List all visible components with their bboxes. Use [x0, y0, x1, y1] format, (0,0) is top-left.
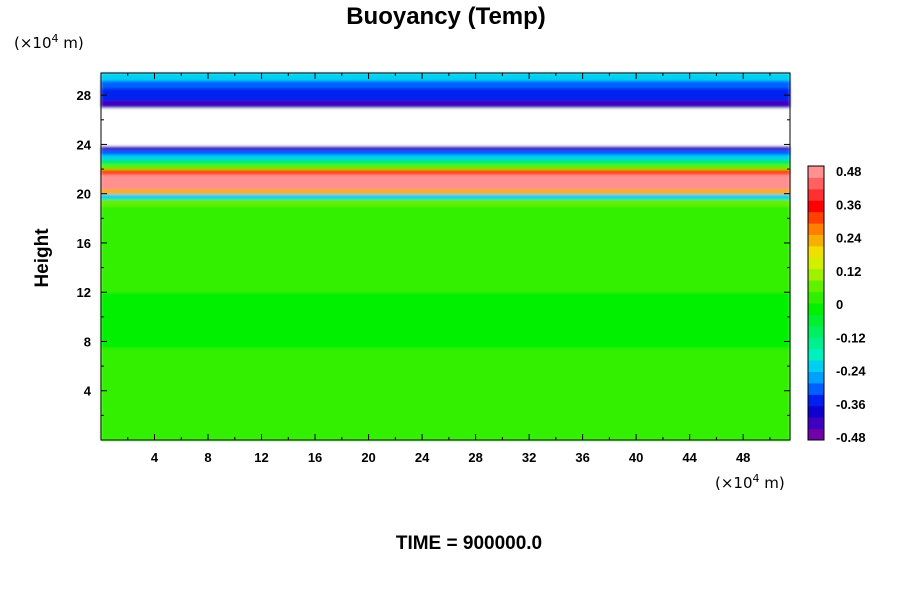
colorbar-swatch [808, 211, 824, 224]
buoyancy-band-6 [101, 193, 790, 200]
x-tick-label: 4 [151, 450, 159, 465]
time-label: TIME = 900000.0 [396, 533, 542, 554]
buoyancy-band-13 [101, 149, 790, 155]
colorbar-frame [807, 165, 825, 441]
colorbar-swatch [808, 291, 824, 304]
colorbar-swatch [808, 428, 824, 441]
x-tick-label: 16 [308, 450, 322, 465]
y-tick-label: 8 [84, 334, 91, 349]
buoyancy-band-4 [101, 206, 790, 238]
buoyancy-band-9 [101, 169, 790, 175]
colorbar-swatch [808, 257, 824, 270]
colorbar-swatch [808, 360, 824, 372]
colorbar-swatch [808, 166, 824, 178]
y-tick-label: 12 [77, 285, 91, 300]
colorbar-swatch [808, 371, 824, 384]
buoyancy-band-14 [101, 145, 790, 150]
plot-frame [100, 72, 791, 441]
colorbar-swatch [808, 245, 824, 258]
y-tick-label: 16 [77, 236, 91, 251]
y-tick-label: 20 [77, 187, 91, 202]
x-tick-label: 48 [736, 450, 750, 465]
x-tick-label: 12 [254, 450, 268, 465]
y-axis-label: Height [32, 228, 53, 288]
buoyancy-band-15 [101, 107, 790, 147]
y-tick-label: 24 [77, 137, 92, 152]
buoyancy-band-3 [101, 236, 790, 293]
x-tick-label: 24 [415, 450, 430, 465]
colorbar-swatch [808, 405, 824, 418]
colorbar-swatch [808, 234, 824, 247]
colorbar-swatch [808, 200, 824, 213]
x-axis-unit: (×104 m) [715, 472, 785, 492]
colorbar-tick-label: -0.12 [836, 330, 866, 345]
colorbar-tick-label: -0.48 [836, 430, 866, 445]
colorbar-swatch [808, 394, 824, 407]
plot-area [100, 72, 791, 441]
colorbar-swatch [808, 337, 824, 350]
x-tick-label: 32 [522, 450, 536, 465]
colorbar-swatch [808, 177, 824, 190]
x-tick-label: 36 [575, 450, 589, 465]
x-tick-label: 8 [204, 450, 211, 465]
colorbar-tick-label: 0.12 [836, 264, 861, 279]
colorbar-swatch [808, 280, 824, 293]
buoyancy-band-16 [101, 100, 790, 109]
colorbar-swatch [808, 348, 824, 361]
y-tick-label: 28 [77, 88, 91, 103]
buoyancy-band-8 [101, 173, 790, 190]
y-axis: 4 8 12 16 20 24 28 [77, 88, 790, 416]
buoyancy-band-18 [101, 80, 790, 89]
colorbar-swatch [808, 223, 824, 235]
colorbar-tick-label: -0.36 [836, 397, 866, 412]
x-tick-label: 28 [468, 450, 482, 465]
colorbar-swatch [808, 325, 824, 338]
buoyancy-band-7 [101, 188, 790, 195]
colorbar-swatch [808, 268, 824, 281]
x-tick-label: 40 [629, 450, 643, 465]
buoyancy-band-12 [101, 154, 790, 160]
buoyancy-band-5 [101, 198, 790, 207]
colorbar-swatch [808, 382, 824, 395]
band-group [101, 73, 790, 441]
y-tick-label: 4 [84, 384, 92, 399]
colorbar-swatch [808, 417, 824, 430]
buoyancy-band-1 [101, 316, 790, 349]
colorbar: 0.48 0.36 0.24 0.12 0 -0.12 -0.24 -0.36 -0.48 [807, 164, 866, 445]
x-tick-label: 44 [682, 450, 697, 465]
colorbar-swatch [808, 188, 824, 201]
x-tick-label: 20 [361, 450, 375, 465]
buoyancy-band-17 [101, 87, 790, 101]
x-axis: 4 8 12 16 20 24 28 32 36 40 44 48 [127, 73, 771, 465]
colorbar-swatch [808, 314, 824, 327]
colorbar-tick-label: 0.24 [836, 231, 862, 246]
colorbar-tick-label: 0.48 [836, 164, 861, 179]
colorbar-swatch [808, 303, 824, 315]
buoyancy-band-0 [101, 347, 790, 441]
chart-title: Buoyancy (Temp) [346, 3, 546, 30]
buoyancy-band-19 [101, 73, 790, 81]
buoyancy-band-10 [101, 164, 790, 170]
y-axis-unit: (×104 m) [14, 32, 84, 52]
buoyancy-band-2 [101, 292, 790, 318]
colorbar-tick-label: 0.36 [836, 197, 861, 212]
buoyancy-band-11 [101, 159, 790, 165]
colorbar-tick-label: -0.24 [836, 364, 866, 379]
colorbar-tick-label: 0 [836, 297, 843, 312]
